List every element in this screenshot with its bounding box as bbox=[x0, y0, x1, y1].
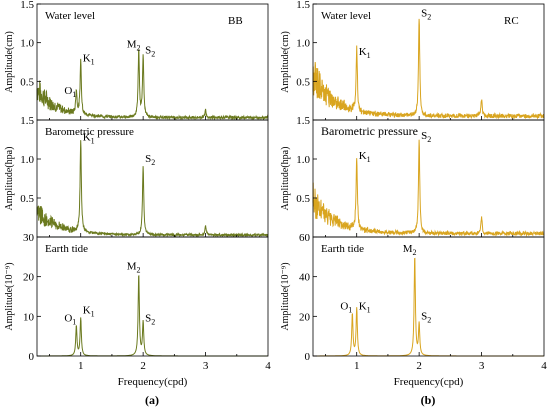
peak-label-sub: 2 bbox=[427, 135, 431, 144]
subplot-a-2: 0 10 20 30 1 2 3 4 Frequency(cpd) Amplitude(10⁻⁹)… bbox=[4, 232, 271, 388]
subplot-title: Earth tide bbox=[45, 243, 88, 255]
y-tick-label: 30 bbox=[23, 232, 35, 244]
y-tick-label: 60 bbox=[299, 232, 311, 244]
peak-label-sub: 2 bbox=[427, 315, 431, 324]
x-tick-label: 2 bbox=[416, 360, 422, 372]
y-tick-label: 20 bbox=[299, 311, 311, 323]
peak-label-sub: 2 bbox=[413, 248, 417, 257]
y-tick-label: 1.0 bbox=[296, 154, 310, 166]
peak-label-sub: 2 bbox=[137, 43, 141, 52]
peak-label: O1 bbox=[340, 300, 352, 314]
subplot-title: Water level bbox=[45, 10, 95, 22]
x-tick-label: 4 bbox=[265, 360, 271, 372]
y-axis-label: Amplitude(cm) bbox=[4, 31, 15, 93]
y-tick-label: 20 bbox=[23, 272, 35, 284]
subplot-b-1: 0.5 1.0 1.5 Amplitude(hpa) Barometric pressu… bbox=[280, 115, 545, 238]
peak-label: M2 bbox=[127, 261, 141, 275]
y-tick-label: 0.5 bbox=[296, 193, 310, 205]
station-tag: RC bbox=[504, 15, 519, 27]
peak-label-sub: 1 bbox=[367, 155, 371, 164]
peak-label: K1 bbox=[359, 46, 371, 60]
y-axis-label: Amplitude(hpa) bbox=[4, 147, 15, 211]
subplot-b-0: 0.5 1.0 1.5 Amplitude(cm) Water level RC K1 S2 bbox=[280, 0, 545, 121]
peak-label: O1 bbox=[64, 85, 76, 99]
x-tick-label: 3 bbox=[479, 360, 485, 372]
y-tick-label: 1.5 bbox=[296, 0, 310, 11]
spectrum-line bbox=[36, 49, 269, 121]
x-tick-label: 2 bbox=[140, 360, 146, 372]
peak-label: S2 bbox=[421, 310, 431, 324]
y-axis-label: Amplitude(hpa) bbox=[280, 147, 291, 211]
subplot-title: Barometric pressure bbox=[321, 124, 418, 138]
peak-label-sub: 2 bbox=[151, 158, 155, 167]
panel-label-b: (b) bbox=[421, 393, 436, 407]
subplot-title: Water level bbox=[321, 10, 371, 22]
peak-label: O1 bbox=[64, 312, 76, 326]
y-tick-label: 1.5 bbox=[20, 115, 34, 127]
y-tick-label: 1.0 bbox=[20, 38, 34, 50]
y-tick-label: 10 bbox=[23, 311, 35, 323]
x-tick-label: 1 bbox=[354, 360, 360, 372]
peak-label: S2 bbox=[145, 45, 155, 59]
y-axis-label: Amplitude(10⁻⁹) bbox=[4, 262, 15, 330]
peak-label: S2 bbox=[145, 312, 155, 326]
plot-frame bbox=[312, 236, 545, 357]
peak-label: K1 bbox=[83, 131, 95, 145]
peak-label: S2 bbox=[421, 130, 431, 144]
peak-label-sub: 1 bbox=[91, 57, 95, 66]
peak-label: S2 bbox=[145, 153, 155, 167]
y-tick-label: 1.0 bbox=[20, 154, 34, 166]
y-tick-label: 1.5 bbox=[296, 115, 310, 127]
y-tick-label: 1.0 bbox=[296, 38, 310, 50]
peak-label-sub: 1 bbox=[72, 90, 76, 99]
peak-label-sub: 2 bbox=[151, 317, 155, 326]
peak-label-sub: 1 bbox=[348, 305, 352, 314]
peak-label-sub: 1 bbox=[367, 51, 371, 60]
plot-frame bbox=[36, 236, 269, 357]
spectrum-line bbox=[312, 139, 545, 237]
peak-label: K1 bbox=[83, 52, 95, 66]
peak-label: S2 bbox=[421, 7, 431, 21]
y-tick-label: 0.5 bbox=[296, 76, 310, 88]
subplot-a-1: 0.5 1.0 1.5 Amplitude(hpa) Barometric pressu… bbox=[4, 115, 269, 238]
y-tick-label: 0 bbox=[305, 351, 311, 363]
peak-label: M2 bbox=[403, 243, 417, 257]
peak-label: M2 bbox=[127, 38, 141, 52]
peak-label: K1 bbox=[359, 150, 371, 164]
y-tick-label: 0.5 bbox=[20, 193, 34, 205]
spectrum-line bbox=[36, 140, 269, 238]
x-axis-label: Frequency(cpd) bbox=[118, 376, 188, 388]
x-tick-label: 1 bbox=[78, 360, 84, 372]
y-tick-label: 0.5 bbox=[20, 76, 34, 88]
peak-label-sub: 1 bbox=[72, 317, 76, 326]
peak-label: K1 bbox=[359, 300, 371, 314]
x-tick-label: 3 bbox=[203, 360, 209, 372]
peak-label-sub: 2 bbox=[427, 12, 431, 21]
x-tick-label: 4 bbox=[541, 360, 547, 372]
subplot-title: Earth tide bbox=[321, 243, 364, 255]
y-axis-label: Amplitude(cm) bbox=[280, 31, 291, 93]
peak-label: K1 bbox=[83, 304, 95, 318]
subplot-b-2: 0 20 40 60 1 2 3 4 Frequency(cpd) Amplitude(10⁻⁹)… bbox=[280, 232, 547, 388]
panel-label-a: (a) bbox=[145, 393, 159, 407]
spectrum-line bbox=[312, 18, 545, 120]
y-tick-label: 1.5 bbox=[20, 0, 34, 11]
subplot-a-0: 0.5 1.0 1.5 Amplitude(cm) Water level BB O1 K1 M… bbox=[4, 0, 269, 121]
y-axis-label: Amplitude(10⁻⁹) bbox=[280, 262, 291, 330]
peak-label-sub: 2 bbox=[137, 266, 141, 275]
subplot-title: Barometric pressure bbox=[45, 126, 134, 138]
y-tick-label: 0 bbox=[29, 351, 35, 363]
peak-label-sub: 1 bbox=[367, 305, 371, 314]
station-tag: BB bbox=[228, 15, 243, 27]
y-tick-label: 40 bbox=[299, 272, 311, 284]
peak-label-sub: 1 bbox=[91, 136, 95, 145]
peak-label-sub: 1 bbox=[91, 309, 95, 318]
peak-label-sub: 2 bbox=[151, 50, 155, 59]
x-axis-label: Frequency(cpd) bbox=[394, 376, 464, 388]
